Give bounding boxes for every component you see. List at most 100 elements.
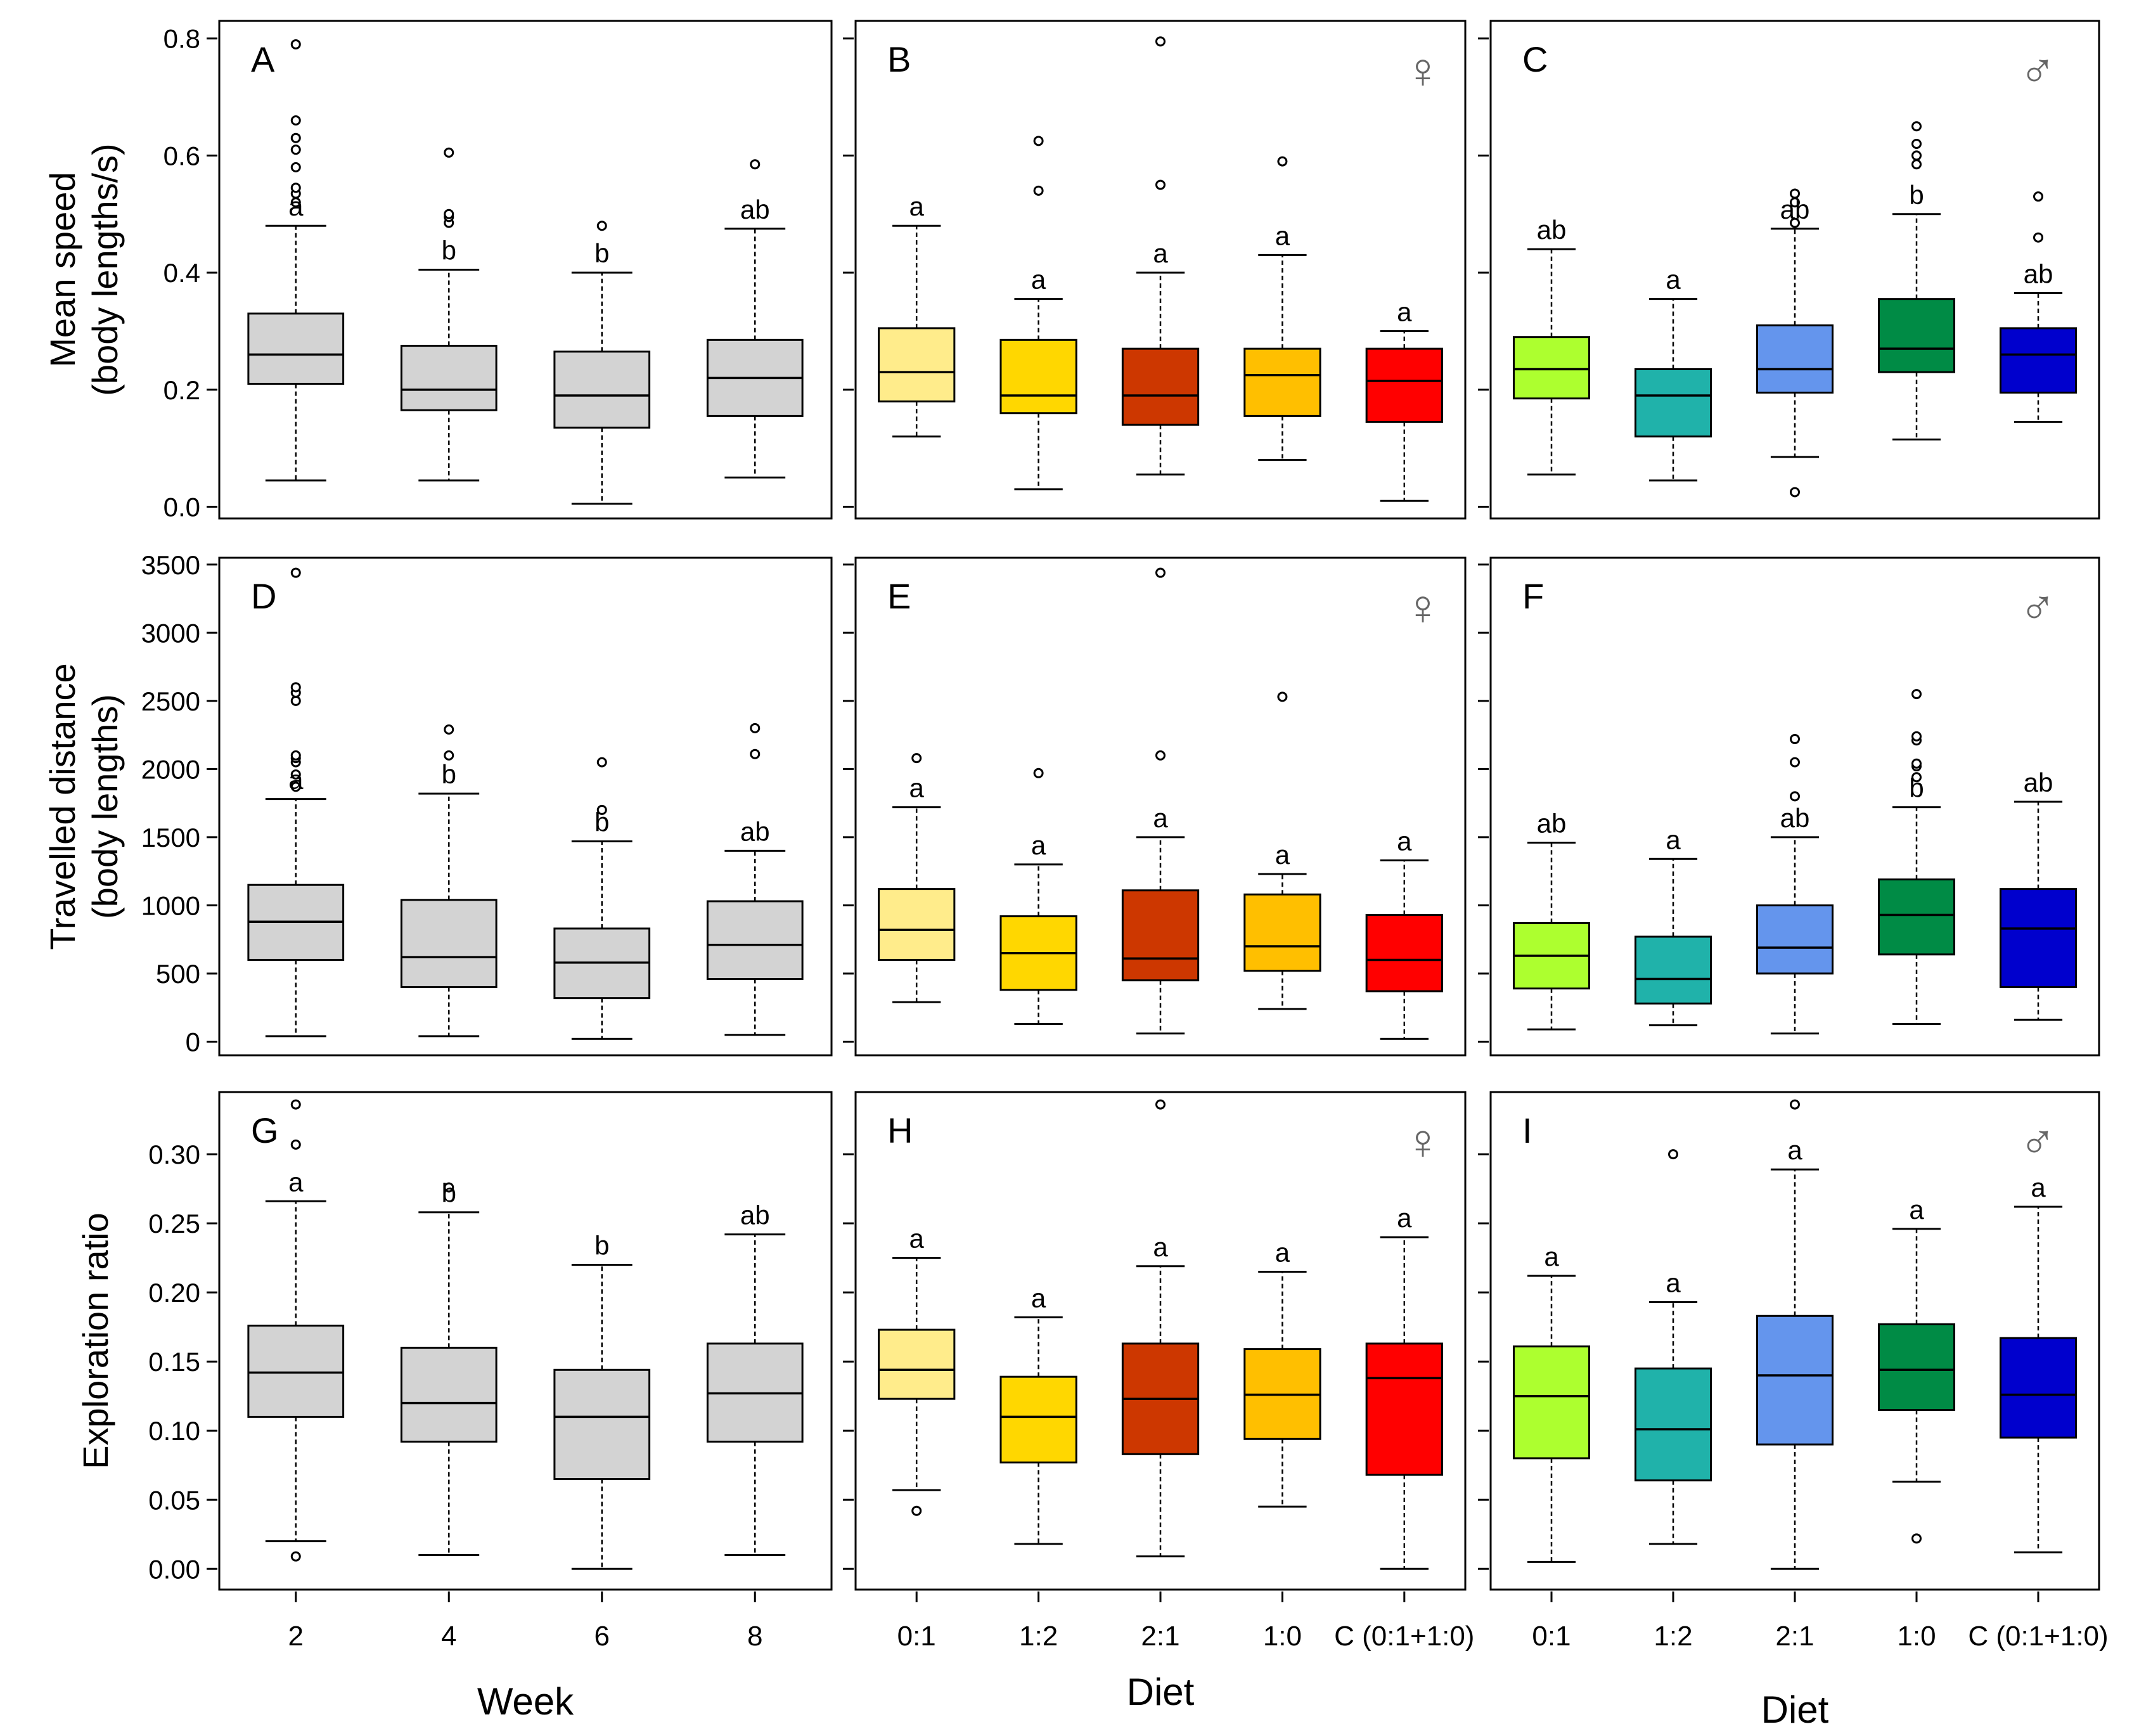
outlier-point [1911, 1533, 1922, 1544]
significance-label: ab [2024, 259, 2053, 288]
y-tick-label: 1000 [141, 891, 200, 920]
panel-letter: B [887, 39, 911, 79]
box [999, 338, 1077, 415]
significance-label: ab [740, 195, 770, 224]
x-tick-label: 1:2 [1654, 1621, 1692, 1652]
outlier-point [1033, 768, 1044, 778]
box [400, 1346, 498, 1443]
panel-frame [218, 20, 833, 520]
box [1756, 1315, 1834, 1446]
outlier-point [1911, 138, 1922, 149]
outlier-point [290, 145, 301, 155]
y-tick-label: 2000 [141, 754, 200, 784]
y-tick-label: 2500 [141, 686, 200, 716]
x-tick-label: 2:1 [1141, 1621, 1179, 1652]
outlier-point [1911, 772, 1922, 783]
outlier-point [596, 804, 607, 815]
panel-frame [1489, 20, 2100, 520]
significance-label: a [1787, 1135, 1802, 1165]
box [1365, 913, 1443, 993]
outlier-point [1155, 750, 1166, 761]
x-tick-label: 1:0 [1897, 1621, 1936, 1652]
outlier-point [290, 1139, 301, 1150]
outlier-point [1033, 185, 1044, 196]
outlier-point [911, 753, 922, 764]
y-tick-label: 0.0 [164, 492, 200, 522]
y-tick-label: 1500 [141, 823, 200, 852]
sex-symbol: ♂ [2019, 579, 2057, 635]
outlier-point [1155, 1099, 1166, 1110]
y-tick-label: 0.05 [148, 1485, 200, 1515]
significance-label: a [1275, 221, 1290, 250]
significance-label: b [1909, 180, 1924, 210]
box [999, 1375, 1077, 1463]
significance-label: a [1397, 826, 1412, 856]
box [1243, 347, 1321, 417]
significance-label: a [288, 191, 304, 221]
outlier-point [290, 132, 301, 143]
outlier-point [290, 567, 301, 578]
significance-label: a [1275, 1237, 1290, 1267]
outlier-point [290, 695, 301, 706]
outlier-point [1155, 179, 1166, 190]
y-tick-label: 0.6 [164, 141, 200, 170]
panel-letter: D [251, 576, 276, 616]
outlier-point [1911, 689, 1922, 700]
significance-label: a [1397, 297, 1412, 326]
y-tick-label: 0.30 [148, 1140, 200, 1169]
y-tick-label: 0.25 [148, 1209, 200, 1238]
significance-label: b [594, 807, 609, 837]
outlier-point [1277, 156, 1288, 167]
sex-symbol: ♀ [1404, 579, 1442, 635]
sex-symbol: ♂ [2019, 1114, 2057, 1169]
outlier-point [444, 750, 454, 761]
y-tick-label: 0.8 [164, 24, 200, 54]
outlier-point [290, 115, 301, 125]
box [1877, 878, 1956, 956]
significance-label: a [909, 191, 925, 221]
x-tick-label: 0:1 [1532, 1621, 1571, 1652]
outlier-point [750, 159, 761, 170]
x-tick-label: 1:2 [1019, 1621, 1058, 1652]
significance-label: b [594, 238, 609, 268]
outlier-point [290, 781, 301, 792]
significance-label: ab [1780, 195, 1810, 224]
significance-label: b [442, 236, 456, 266]
panel-letter: A [251, 39, 275, 79]
outlier-point [1790, 734, 1800, 745]
y-tick-label: 0.10 [148, 1416, 200, 1446]
box [878, 1328, 956, 1400]
outlier-point [290, 1551, 301, 1562]
outlier-point [1911, 150, 1922, 161]
significance-label: a [288, 765, 304, 795]
significance-label: a [1666, 1268, 1681, 1297]
box [1877, 1323, 1956, 1411]
panel-letter: I [1522, 1110, 1532, 1150]
y-tick-label: 3000 [141, 618, 200, 648]
outlier-point [1790, 1099, 1800, 1110]
significance-label: ab [1780, 803, 1810, 833]
x-tick-label: C (0:1+1:0) [1968, 1621, 2108, 1652]
y-tick-label: 500 [156, 959, 200, 989]
outlier-point [1911, 121, 1922, 132]
panel-frame [854, 20, 1467, 520]
panel-letter: C [1522, 39, 1548, 79]
y-tick-label: 0.2 [164, 375, 200, 405]
outlier-point [290, 183, 301, 193]
box [553, 1368, 651, 1481]
significance-label: a [1153, 803, 1168, 833]
significance-label: ab [1537, 808, 1567, 838]
x-tick-label: 4 [441, 1621, 456, 1652]
outlier-point [750, 749, 761, 759]
outlier-point [1911, 758, 1922, 769]
panel-frame [1489, 556, 2100, 1057]
outlier-point [444, 147, 454, 158]
outlier-point [1033, 136, 1044, 146]
box [1756, 904, 1834, 975]
y-axis-label-unit: (body lengths) [85, 694, 125, 919]
significance-label: a [288, 1167, 304, 1197]
significance-label: a [909, 773, 925, 803]
x-tick-label: 2:1 [1775, 1621, 1814, 1652]
outlier-point [290, 769, 301, 780]
